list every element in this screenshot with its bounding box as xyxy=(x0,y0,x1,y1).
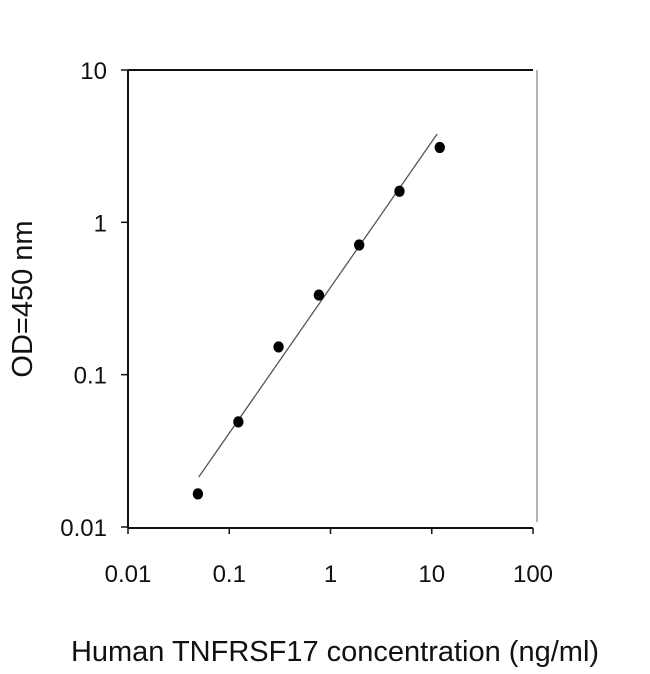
data-point-marker xyxy=(353,239,365,251)
x-tick-label: 0.01 xyxy=(105,561,152,588)
x-tick-label: 0.1 xyxy=(213,561,246,588)
y-tick-label: 10 xyxy=(80,58,107,85)
x-tick-label: 10 xyxy=(418,561,445,588)
data-point-marker xyxy=(273,341,284,353)
x-tick-label: 100 xyxy=(513,561,553,588)
x-axis-ticks: 0.01 0.1 1 10 100 xyxy=(105,528,553,588)
y-tick-label: 0.01 xyxy=(60,515,107,542)
data-points xyxy=(192,141,445,500)
data-point-marker xyxy=(434,141,445,154)
x-tick-label: 1 xyxy=(324,561,337,588)
x-axis-title: Human TNFRSF17 concentration (ng/ml) xyxy=(71,636,599,668)
data-point-marker xyxy=(313,289,325,301)
y-axis-ticks: 0.01 0.1 1 10 xyxy=(60,58,128,542)
y-tick-label: 1 xyxy=(94,210,107,237)
axes xyxy=(127,69,538,529)
data-point-marker xyxy=(192,488,204,500)
y-tick-label: 0.1 xyxy=(74,363,107,390)
data-point-marker xyxy=(233,416,244,428)
y-axis-title: OD=450 nm xyxy=(7,220,39,377)
data-point-marker xyxy=(394,185,405,197)
